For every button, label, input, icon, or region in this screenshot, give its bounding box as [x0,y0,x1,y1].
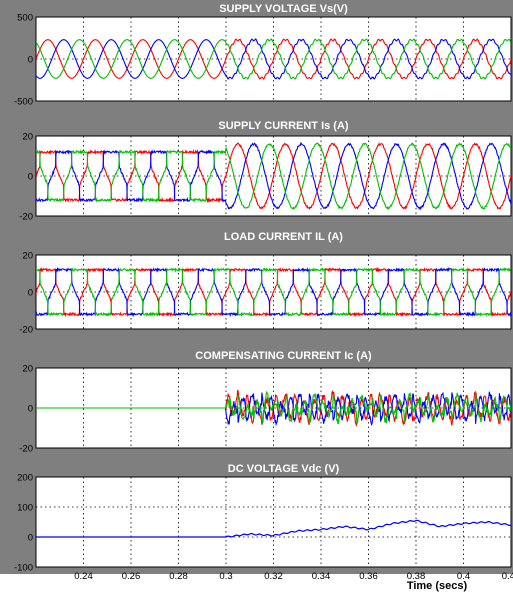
y-tick-label: 20 [22,364,33,375]
x-tick-label: 0.34 [312,571,331,582]
x-tick-label: 0.3 [219,571,232,582]
series-line-1 [36,38,511,80]
series-line-3 [36,390,511,426]
series-line-2 [36,141,511,211]
x-tick-label: 0.26 [122,571,141,582]
y-tick-label: 500 [17,13,33,24]
series-line-1 [36,519,511,538]
y-tick-label: -20 [19,325,33,336]
scope-panels: SUPPLY VOLTAGE Vs(V) 500 0 -500 SUPPLY CURRE… [14,3,512,574]
series-group [36,389,511,427]
y-tick-label: 20 [22,132,33,143]
y-tick-label: 100 [17,503,33,514]
series-group [36,141,511,211]
y-tick-label: 200 [17,473,33,484]
x-tick-label: 0.28 [169,571,188,582]
y-tick-label: -20 [19,212,33,223]
panel-2: SUPPLY CURRENT Is (A) 20 0 -20 [19,120,512,223]
series-line-3 [36,142,511,211]
x-tick-label: 0.42 [502,571,513,582]
x-tick-label: 0.24 [74,571,93,582]
y-tick-label: 0 [28,172,33,183]
x-axis: 0.24 0.26 0.28 0.3 0.32 0.34 0.36 0.38 0.4 0.42 [74,571,513,582]
y-tick-label: 0 [28,404,33,415]
y-tick-label: 20 [22,251,33,262]
series-line-1 [36,266,511,318]
panel-title: COMPENSATING CURRENT Ic (A) [195,350,372,362]
panel-title: SUPPLY CURRENT Is (A) [218,120,349,132]
series-line-2 [36,266,511,318]
panel-3: LOAD CURRENT IL (A) 20 0 -20 [19,231,512,336]
x-tick-label: 0.36 [359,571,378,582]
y-tick-label: -100 [14,563,33,574]
y-tick-label: 0 [28,533,33,544]
y-tick-label: 0 [28,55,33,66]
y-tick-label: -20 [19,444,33,455]
series-group [36,38,511,80]
series-line-1 [36,142,511,210]
panel-4: COMPENSATING CURRENT Ic (A) 20 0 -20 [19,350,512,455]
series-line-2 [36,38,511,80]
x-tick-label: 0.32 [264,571,283,582]
panel-1: SUPPLY VOLTAGE Vs(V) 500 0 -500 [14,3,512,108]
x-tick-label: 0.4 [457,571,470,582]
series-group [36,519,511,538]
panel-title: SUPPLY VOLTAGE Vs(V) [219,3,348,15]
y-tick-label: -500 [14,97,33,108]
x-axis-label: Time (secs) [407,580,468,592]
series-line-3 [36,266,511,318]
series-group [36,266,511,318]
panel-title: LOAD CURRENT IL (A) [224,231,343,243]
x-tick-label: 0.38 [407,571,426,582]
y-tick-label: 0 [28,288,33,299]
series-line-3 [36,38,511,80]
panel-title: DC VOLTAGE Vdc (V) [228,463,340,475]
panel-5: DC VOLTAGE Vdc (V) 200 100 0 -100 [14,463,512,574]
